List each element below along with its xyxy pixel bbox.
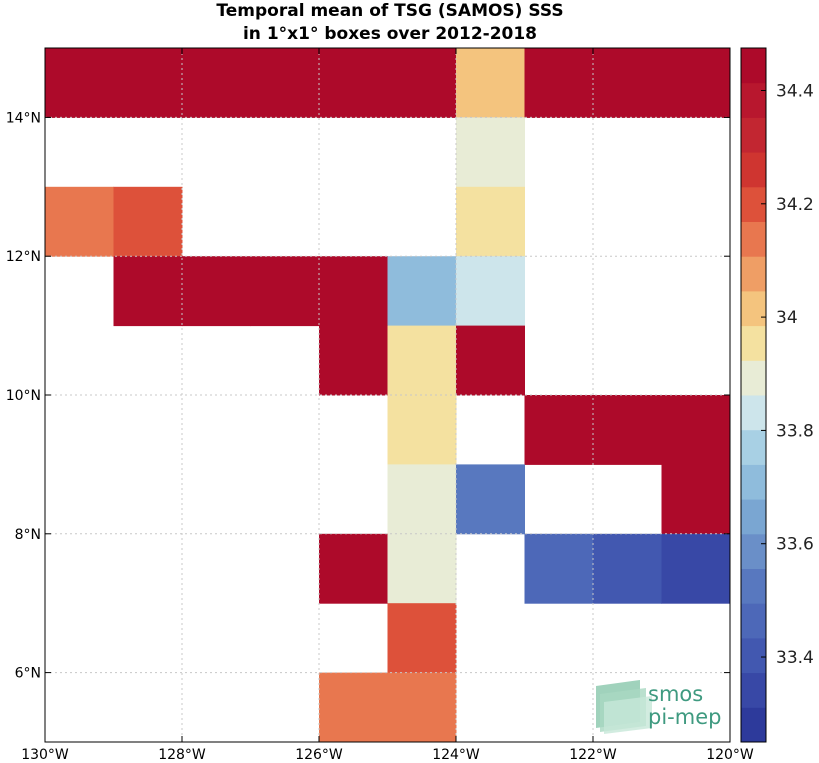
- colorbar-band: [741, 603, 766, 639]
- heatmap-cell: [182, 256, 251, 327]
- x-tick-label: 120°W: [706, 747, 754, 763]
- chart-title-line-2: in 1°x1° boxes over 2012-2018: [243, 24, 537, 44]
- x-tick-label: 122°W: [569, 747, 617, 763]
- heatmap-cell: [319, 256, 388, 327]
- colorbar-tick-label: 34.2: [776, 195, 814, 215]
- colorbar-band: [741, 48, 766, 84]
- heatmap-cell: [456, 325, 525, 396]
- heatmap-cell: [593, 533, 662, 604]
- heatmap-cell: [456, 256, 525, 327]
- colorbar: [741, 48, 766, 743]
- colorbar-frame: [740, 47, 767, 743]
- heatmap-cell: [524, 533, 594, 604]
- colorbar-band: [741, 429, 766, 465]
- heatmap-cell: [387, 395, 457, 465]
- x-tick-label: 124°W: [432, 747, 480, 763]
- heatmap-cell: [319, 48, 388, 118]
- heatmap-cell: [661, 464, 731, 535]
- colorbar-band: [741, 672, 766, 708]
- heatmap-cell: [593, 395, 662, 465]
- y-axis-ticks: 6°N 8°N 10°N 12°N 14°N: [6, 110, 730, 682]
- logo-waves-icon: [596, 680, 652, 734]
- heatmap-cells: [45, 48, 731, 743]
- colorbar-band: [741, 82, 766, 118]
- heatmap-cell: [319, 325, 388, 396]
- heatmap-cell: [387, 672, 457, 743]
- colorbar-band: [741, 533, 766, 569]
- grid-lines: [45, 48, 730, 742]
- colorbar-band: [741, 464, 766, 500]
- logo-text-smos: smos: [648, 682, 703, 706]
- y-tick-label: 14°N: [6, 110, 41, 126]
- chart-title-line-1: Temporal mean of TSG (SAMOS) SSS: [216, 1, 563, 21]
- heatmap-cell: [387, 603, 457, 674]
- heatmap-cell: [319, 533, 388, 604]
- heatmap-cell: [387, 464, 457, 535]
- colorbar-tick-label: 34.4: [776, 81, 814, 101]
- y-tick-label: 10°N: [6, 388, 41, 404]
- heatmap-cell: [524, 48, 594, 118]
- heatmap-cell: [250, 48, 320, 118]
- heatmap-cell: [387, 325, 457, 396]
- colorbar-band: [741, 499, 766, 535]
- colorbar-band: [741, 568, 766, 604]
- heatmap-cell: [45, 186, 114, 257]
- y-tick-label: 6°N: [15, 666, 41, 682]
- heatmap-cell: [387, 48, 457, 118]
- heatmap-cell: [456, 48, 525, 118]
- colorbar-tick-label: 33.8: [776, 421, 814, 441]
- x-axis-ticks: 130°W 128°W 126°W 124°W 122°W 120°W: [21, 48, 754, 763]
- colorbar-band: [741, 256, 766, 292]
- x-tick-label: 130°W: [21, 747, 69, 763]
- colorbar-band: [741, 117, 766, 153]
- heatmap-cell: [661, 395, 731, 465]
- colorbar-tick-label: 33.4: [776, 648, 814, 668]
- heatmap-cell: [456, 186, 525, 257]
- heatmap-cell: [387, 256, 457, 327]
- heatmap-cell: [387, 533, 457, 604]
- heatmap-cell: [593, 48, 662, 118]
- logo-text-pi-mep: pi-mep: [648, 705, 721, 729]
- colorbar-tick-label: 34: [776, 308, 798, 328]
- colorbar-band: [741, 707, 766, 743]
- colorbar-band: [741, 360, 766, 396]
- x-tick-label: 128°W: [158, 747, 206, 763]
- heatmap-cell: [113, 256, 183, 327]
- colorbar-band: [741, 186, 766, 222]
- heatmap-cell: [250, 256, 320, 327]
- heatmap-cell: [456, 117, 525, 188]
- colorbar-band: [741, 637, 766, 674]
- y-tick-label: 8°N: [15, 527, 41, 543]
- smos-pi-mep-logo: smos pi-mep: [596, 680, 721, 734]
- heatmap-cell: [113, 48, 183, 118]
- heatmap-cell: [45, 48, 114, 118]
- heatmap-cell: [661, 48, 731, 118]
- colorbar-tick-label: 33.6: [776, 535, 814, 555]
- heatmap-cell: [456, 464, 525, 535]
- colorbar-band: [741, 325, 766, 361]
- heatmap-cell: [524, 395, 594, 465]
- heatmap-cell: [182, 48, 251, 118]
- heatmap-cell: [113, 186, 183, 257]
- x-tick-label: 126°W: [295, 747, 343, 763]
- colorbar-band: [741, 221, 766, 257]
- colorbar-band: [741, 290, 766, 327]
- colorbar-ticks: 33.4 33.6 33.8 34 34.2 34.4: [761, 81, 814, 668]
- colorbar-band: [741, 152, 766, 188]
- colorbar-band: [741, 395, 766, 431]
- heatmap-cell: [319, 672, 388, 743]
- heatmap-cell: [661, 533, 731, 604]
- y-tick-label: 12°N: [6, 249, 41, 265]
